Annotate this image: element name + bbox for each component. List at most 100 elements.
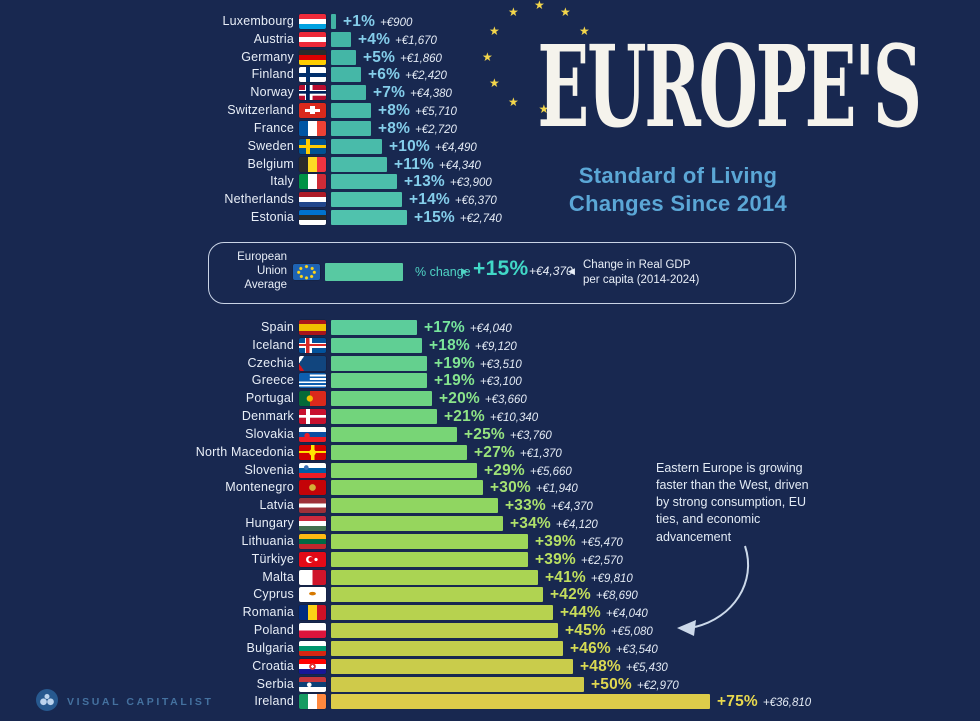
star-icon: ★ (508, 4, 519, 19)
at-flag-icon (299, 31, 326, 47)
country-label: Poland (253, 623, 294, 638)
country-label: Latvia (259, 498, 294, 513)
amount-value: +€9,120 (474, 340, 517, 353)
amount-value: +€2,970 (636, 679, 679, 692)
eu-flag-icon (293, 264, 320, 280)
country-label: Luxembourg (222, 14, 294, 28)
value-bar (331, 444, 467, 460)
arrow-right-icon: ▶ (461, 266, 468, 276)
country-label: North Macedonia (195, 444, 294, 459)
amount-value: +€5,470 (580, 536, 623, 549)
country-row: Montenegro +30% +€1,940 (0, 479, 980, 497)
country-row: North Macedonia +27% +€1,370 (0, 444, 980, 462)
value-bar (331, 14, 336, 29)
pct-value: +41% (545, 568, 586, 586)
country-row: Hungary +34% +€4,120 (0, 515, 980, 533)
country-row: Italy +13% +€3,900 (0, 173, 980, 191)
value-bar (331, 516, 503, 532)
country-row: Finland +6% +€2,420 (0, 66, 980, 84)
value-bar (331, 462, 477, 478)
value-bar (331, 533, 528, 549)
ie-flag-icon (299, 694, 326, 710)
value-bar (331, 355, 427, 371)
value-bar (331, 31, 351, 47)
lt-flag-icon (299, 533, 326, 549)
value-bar (331, 103, 371, 119)
value-bar (331, 551, 528, 567)
visual-capitalist-logo-icon (36, 689, 58, 711)
ro-flag-icon (299, 605, 326, 621)
country-row: Türkiye +39% +€2,570 (0, 551, 980, 569)
country-label: Finland (251, 67, 294, 82)
amount-value: +€1,940 (535, 483, 578, 496)
amount-value: +€36,810 (762, 697, 812, 710)
rs-flag-icon (299, 676, 326, 692)
value-bar (331, 498, 498, 514)
country-row: Croatia +48% +€5,430 (0, 658, 980, 676)
country-label: Cyprus (253, 587, 294, 602)
country-row: Slovenia +29% +€5,660 (0, 462, 980, 480)
pct-value: +6% (368, 66, 401, 84)
value-bar (331, 409, 437, 425)
star-icon: ★ (508, 95, 519, 110)
amount-value: +€5,710 (415, 106, 457, 119)
country-label: Serbia (256, 676, 294, 691)
me-flag-icon (299, 480, 326, 496)
pct-value: +13% (404, 173, 445, 191)
pct-value: +44% (560, 604, 601, 622)
amount-value: +€6,370 (454, 195, 497, 208)
footer-brand: VISUAL CAPITALIST (67, 696, 214, 708)
amount-value: +€3,760 (509, 429, 552, 442)
country-row: Malta +41% +€9,810 (0, 569, 980, 587)
annotation-arrow (677, 545, 750, 636)
amount-value: +€4,040 (469, 323, 512, 335)
country-row: Greece +19% +€3,100 (0, 372, 980, 390)
pct-value: +75% (717, 693, 758, 711)
pct-value: +15% (414, 209, 455, 227)
country-row: Germany +5% +€1,860 (0, 49, 980, 67)
eu-average-amount: +€4,370 (529, 264, 573, 278)
amount-value: +€8,690 (595, 590, 638, 603)
amount-value: +€4,370 (550, 501, 593, 514)
country-row: Sweden +10% +€4,490 (0, 138, 980, 156)
value-bar (331, 192, 402, 208)
country-row: Serbia +50% +€2,970 (0, 676, 980, 694)
no-flag-icon (299, 85, 326, 101)
ee-flag-icon (299, 210, 326, 226)
country-label: Portugal (245, 391, 294, 406)
pct-value: +50% (591, 675, 632, 693)
bg-flag-icon (299, 640, 326, 656)
amount-value: +€3,100 (479, 376, 522, 389)
country-row: Netherlands +14% +€6,370 (0, 191, 980, 209)
amount-value: +€4,380 (410, 88, 452, 101)
country-label: France (253, 120, 294, 135)
value-bar (331, 67, 361, 83)
value-bar (331, 85, 366, 101)
amount-value: +€1,370 (519, 447, 562, 460)
amount-value: +€5,430 (625, 661, 668, 674)
value-bar (331, 337, 422, 353)
pct-value: +46% (570, 639, 611, 657)
eu-average-panel: European Union Average % change ▶ +15% +… (208, 242, 796, 304)
pct-value: +27% (474, 443, 515, 461)
eu-average-label: European Union Average (237, 251, 287, 291)
pct-value: +10% (389, 137, 430, 155)
country-label: Germany (241, 49, 294, 64)
gr-flag-icon (299, 373, 326, 389)
pct-value: +17% (424, 319, 465, 336)
value-bar (331, 120, 371, 136)
subtitle-line-1: Standard of Living (578, 163, 778, 188)
is-flag-icon (299, 337, 326, 353)
amount-value: +€3,540 (615, 643, 658, 656)
country-label: Türkiye (251, 551, 294, 566)
country-label: Iceland (252, 337, 294, 352)
country-row: Slovakia +25% +€3,760 (0, 426, 980, 444)
country-label: Austria (253, 31, 294, 46)
country-label: Greece (251, 373, 294, 388)
pct-value: +1% (343, 13, 376, 30)
nl-flag-icon (299, 192, 326, 208)
amount-value: +€2,570 (580, 554, 623, 567)
amount-value: +€4,490 (434, 141, 477, 154)
country-row: Austria +4% +€1,670 (0, 31, 980, 49)
pct-value: +39% (535, 550, 576, 568)
